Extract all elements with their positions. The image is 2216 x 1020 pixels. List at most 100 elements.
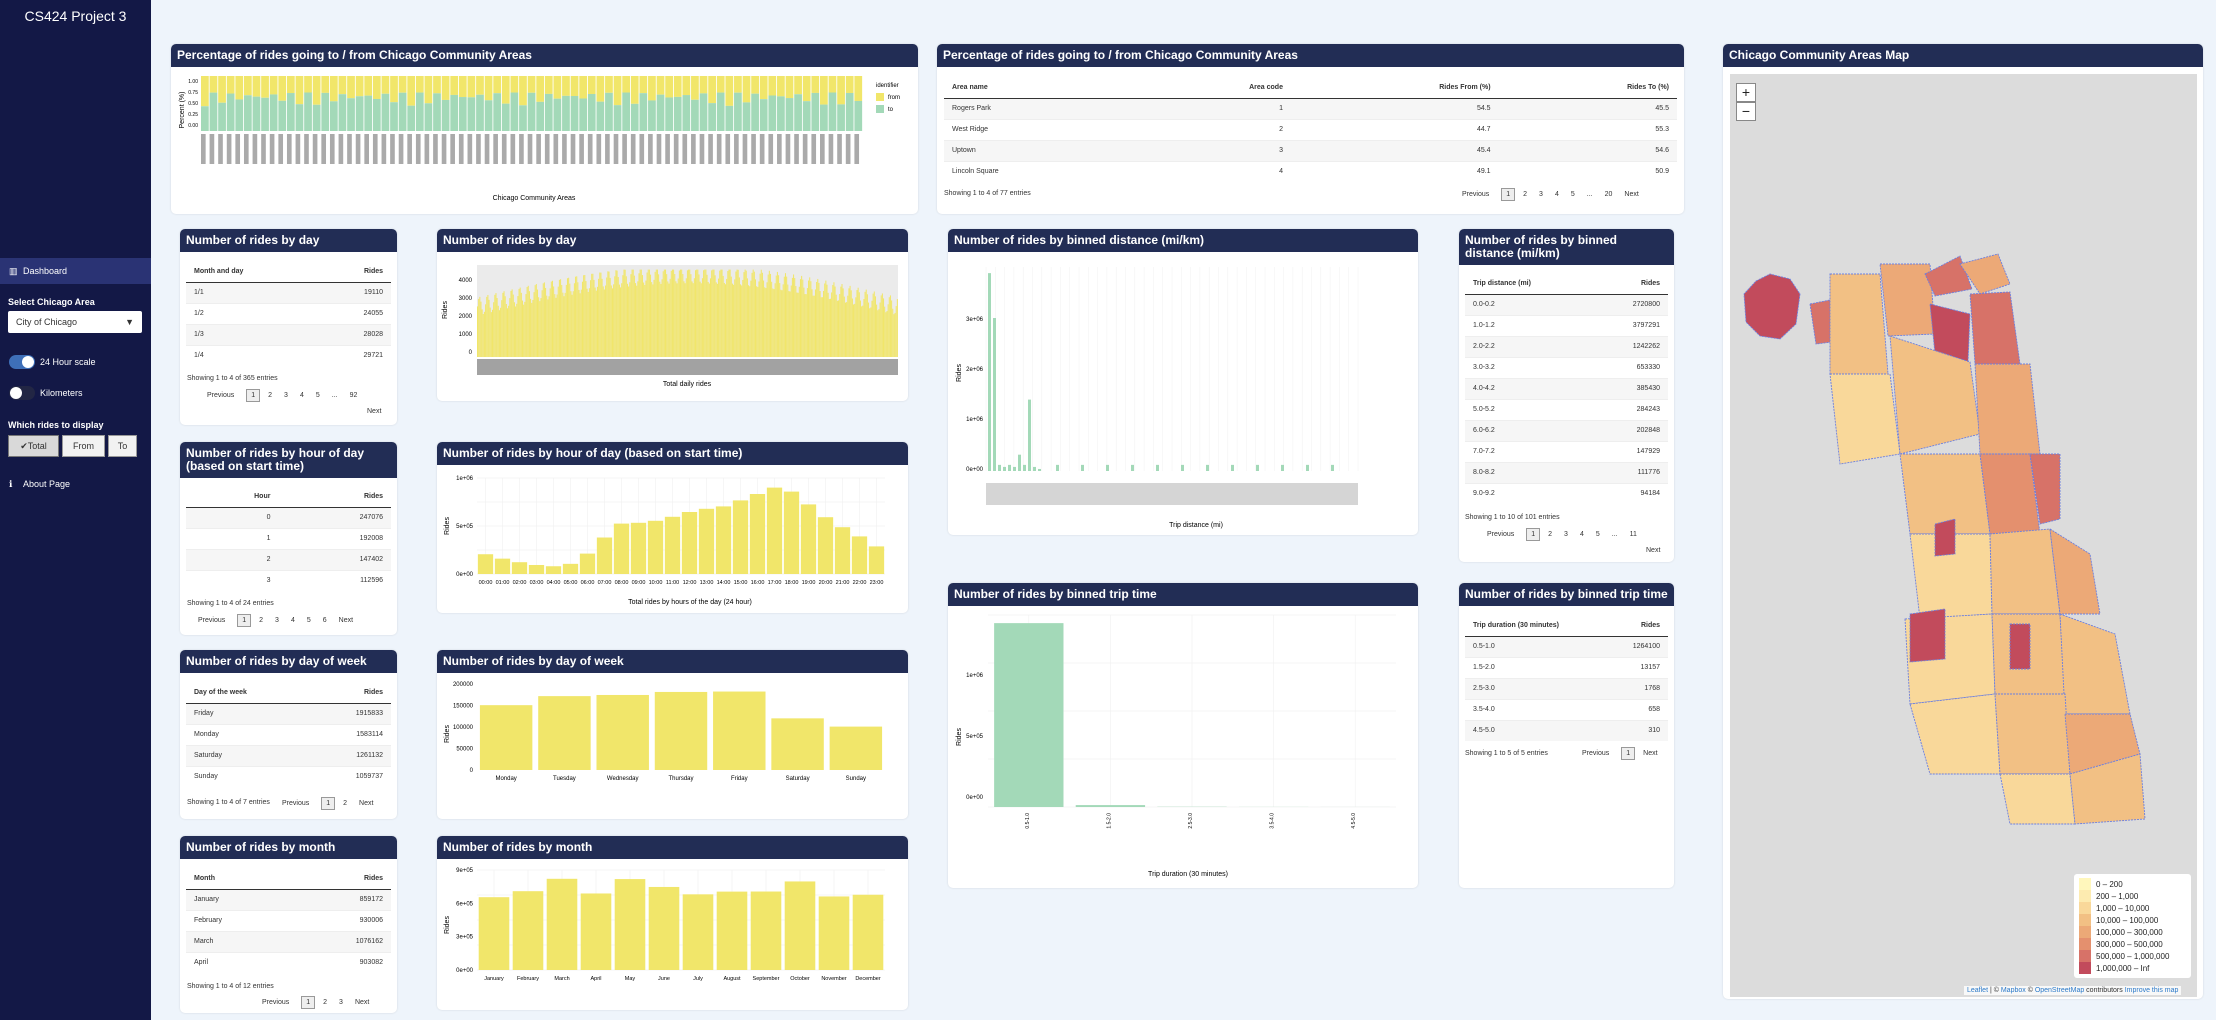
total-button[interactable]: ✔ Total: [8, 435, 59, 457]
page-current[interactable]: 1: [246, 389, 261, 402]
area-northwest[interactable]: [1809, 299, 1833, 345]
table-row[interactable]: West Ridge 2 44.7 55.3: [944, 118, 1677, 140]
column-header[interactable]: Hour: [186, 487, 279, 508]
area-lincoln-park[interactable]: [1974, 363, 2041, 455]
sidebar-item-dashboard[interactable]: ▥ Dashboard: [0, 258, 151, 284]
zoom-in-button[interactable]: +: [1736, 83, 1756, 102]
column-header[interactable]: Trip distance (mi): [1465, 274, 1594, 295]
table-row[interactable]: Uptown 3 45.4 54.6: [944, 139, 1677, 161]
column-header[interactable]: Trip duration (30 minutes): [1465, 616, 1608, 637]
column-header[interactable]: Rides To (%): [1498, 78, 1677, 99]
area-lakeview[interactable]: [1929, 303, 1971, 363]
table-row[interactable]: 8.0-8.2 111776: [1465, 461, 1668, 483]
page-link[interactable]: 5: [306, 617, 311, 624]
page-link[interactable]: 6: [322, 617, 327, 624]
toggle-kilometers[interactable]: [9, 386, 35, 400]
table-row[interactable]: 7.0-7.2 147929: [1465, 440, 1668, 462]
column-header[interactable]: Month: [186, 869, 290, 890]
page-link[interactable]: 92: [349, 392, 358, 399]
table-row[interactable]: Lincoln Square 4 49.1 50.9: [944, 160, 1677, 182]
page-link[interactable]: 4: [1554, 191, 1559, 198]
area-rogers-park[interactable]: [1959, 253, 2011, 295]
page-link[interactable]: 5: [315, 392, 320, 399]
page-next[interactable]: Next: [1643, 750, 1658, 757]
page-prev[interactable]: Previous: [207, 392, 235, 399]
sidebar-item-about[interactable]: ℹ About Page: [0, 471, 151, 497]
table-row[interactable]: Friday 1915833: [186, 702, 391, 724]
area-west-1[interactable]: [1829, 373, 1901, 465]
area-chicago-lawn[interactable]: [1909, 608, 1946, 663]
page-link[interactable]: 2: [268, 392, 273, 399]
column-header[interactable]: Rides: [318, 262, 391, 283]
table-row[interactable]: 1/4 29721: [186, 344, 391, 366]
page-next[interactable]: Next: [359, 800, 374, 807]
zoom-out-button[interactable]: −: [1736, 102, 1756, 121]
area-near-west[interactable]: [1979, 453, 2041, 535]
table-row[interactable]: 1.0-1.2 3797291: [1465, 314, 1668, 336]
page-prev[interactable]: Previous: [282, 800, 310, 807]
table-row[interactable]: 1/3 28028: [186, 323, 391, 345]
area-hyde-park[interactable]: [2049, 528, 2101, 615]
page-link[interactable]: 3: [1564, 531, 1568, 538]
table-row[interactable]: 4.0-4.2 385430: [1465, 377, 1668, 399]
page-current[interactable]: 1: [301, 996, 316, 1009]
page-link[interactable]: 5: [1595, 531, 1600, 538]
leaflet-link[interactable]: Leaflet: [1967, 987, 1989, 994]
toggle-24-hour[interactable]: [9, 355, 35, 369]
table-row[interactable]: April 903082: [186, 951, 391, 973]
table-row[interactable]: March 1076162: [186, 930, 391, 952]
page-prev[interactable]: Previous: [262, 999, 290, 1006]
area-south-shore[interactable]: [2059, 613, 2131, 715]
area-ohare[interactable]: [1743, 273, 1801, 340]
table-row[interactable]: 2 147402: [186, 548, 391, 570]
table-row[interactable]: 9.0-9.2 94184: [1465, 482, 1668, 504]
page-next[interactable]: Next: [1624, 191, 1639, 198]
page-prev[interactable]: Previous: [1582, 750, 1610, 757]
to-button[interactable]: To: [108, 435, 137, 457]
page-link[interactable]: 11: [1629, 531, 1637, 538]
page-next[interactable]: Next: [367, 408, 382, 415]
page-link[interactable]: 2: [1548, 531, 1553, 538]
table-row[interactable]: Sunday 1059737: [186, 765, 391, 787]
page-next[interactable]: Next: [1646, 547, 1661, 554]
page-current[interactable]: 1: [237, 614, 252, 627]
page-prev[interactable]: Previous: [1462, 191, 1490, 198]
column-header[interactable]: Rides: [289, 869, 391, 890]
column-header[interactable]: Area code: [1137, 78, 1291, 99]
area-south-2[interactable]: [1909, 693, 2001, 775]
table-row[interactable]: 0 247076: [186, 506, 391, 528]
mapbox-link[interactable]: Mapbox: [2000, 987, 2026, 994]
table-row[interactable]: 3.0-3.2 653330: [1465, 356, 1668, 378]
improve-map-link[interactable]: Improve this map: [2124, 987, 2179, 994]
table-row[interactable]: 5.0-5.2 284243: [1465, 398, 1668, 420]
table-row[interactable]: 4.5-5.0 310: [1465, 719, 1668, 741]
page-current[interactable]: 1: [1501, 188, 1516, 201]
table-row[interactable]: 3.5-4.0 658: [1465, 698, 1668, 720]
column-header[interactable]: Area name: [944, 78, 1138, 99]
table-row[interactable]: 6.0-6.2 202848: [1465, 419, 1668, 441]
from-button[interactable]: From: [62, 435, 105, 457]
page-link[interactable]: 3: [284, 392, 288, 399]
page-link[interactable]: 2: [259, 617, 264, 624]
column-header[interactable]: Rides: [1593, 274, 1668, 295]
table-row[interactable]: 3 112596: [186, 569, 391, 591]
page-prev[interactable]: Previous: [198, 617, 226, 624]
page-link[interactable]: 4: [290, 617, 295, 624]
table-row[interactable]: January 859172: [186, 888, 391, 910]
page-link[interactable]: 20: [1604, 191, 1613, 198]
table-row[interactable]: 1.5-2.0 13157: [1465, 656, 1668, 678]
table-row[interactable]: 0.0-0.2 2720800: [1465, 293, 1668, 315]
area-northwest-2[interactable]: [1829, 273, 1889, 387]
page-current[interactable]: 1: [1526, 528, 1541, 541]
column-header[interactable]: Rides: [311, 683, 391, 704]
area-hegewisch[interactable]: [2069, 753, 2146, 825]
page-link[interactable]: 2: [323, 999, 328, 1006]
page-link[interactable]: 2: [343, 800, 348, 807]
page-link[interactable]: 3: [275, 617, 279, 624]
column-header[interactable]: Rides: [278, 487, 391, 508]
page-next[interactable]: Next: [354, 999, 370, 1006]
area-select[interactable]: City of Chicago ▼: [8, 311, 142, 333]
area-south-lawndale[interactable]: [1934, 518, 1956, 557]
column-header[interactable]: Rides From (%): [1290, 78, 1499, 99]
area-uptown[interactable]: [1969, 291, 2021, 365]
